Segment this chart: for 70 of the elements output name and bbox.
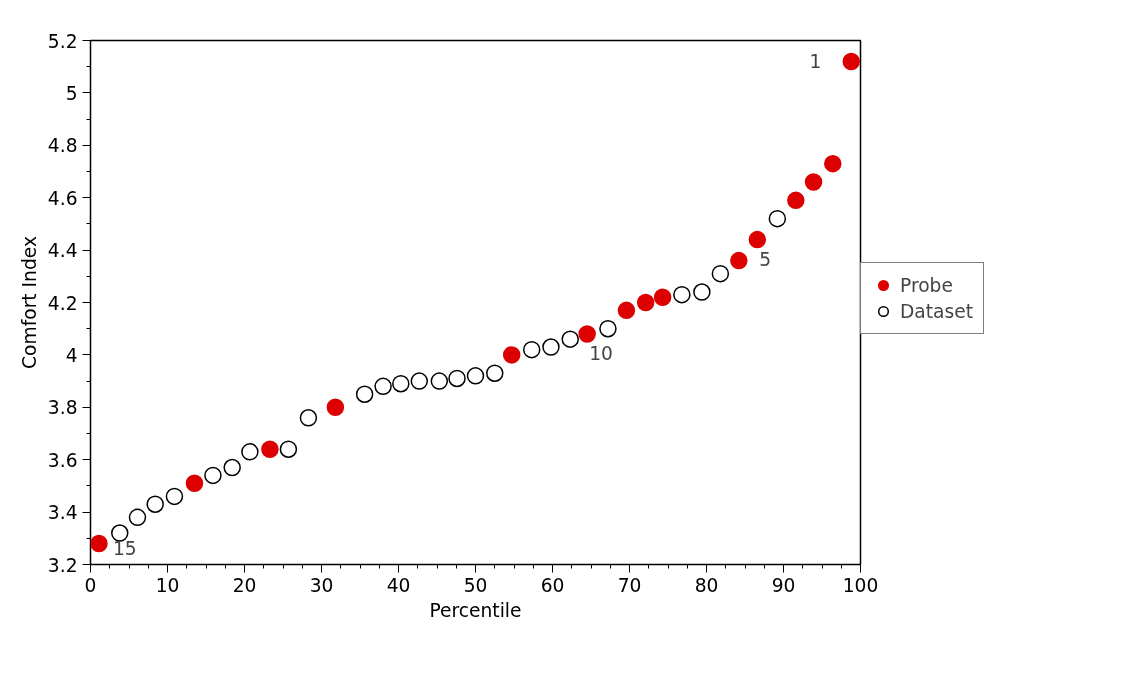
point [502,346,521,364]
point [486,364,504,382]
point [617,301,636,320]
point [223,458,241,477]
x-tick-label: 70 [617,574,642,596]
annotation: 1 [809,51,822,73]
point [542,338,560,356]
point [430,372,449,390]
point [355,385,374,403]
point [128,508,147,527]
point [804,173,823,191]
point [693,283,711,301]
point [748,230,767,249]
x-tick-label: 90 [771,574,796,596]
legend-label: Probe [900,274,953,296]
point [261,440,279,458]
annotation: 15 [112,537,137,559]
point [842,52,861,71]
x-tick-label: 60 [540,574,565,596]
annotation: 10 [589,342,613,364]
x-tick-label: 80 [694,574,719,596]
point [448,369,466,388]
x-tick-label: 10 [155,574,180,596]
point [787,191,805,210]
point [185,474,204,493]
point [578,325,596,343]
point [673,285,691,304]
y-tick-label: 4.6 [47,187,78,209]
point [599,319,617,338]
point [90,534,108,553]
point [279,440,298,458]
point [466,367,485,385]
point [241,443,259,461]
point [299,409,318,427]
x-tick-label: 0 [84,574,97,596]
y-tick-label: 3.6 [47,449,78,471]
y-tick-label: 4.4 [47,240,78,262]
point [653,288,672,306]
x-axis-title: Percentile [429,599,522,621]
point [410,372,429,390]
y-tick-label: 5.2 [47,30,78,52]
x-tick-label: 20 [232,574,257,596]
point [636,293,655,312]
y-tick-label: 3.2 [47,554,78,576]
y-axis-title: Comfort Index [18,236,40,369]
y-tick-label: 4.8 [47,135,78,157]
point [165,487,184,506]
point [146,495,164,513]
x-tick-label: 50 [463,574,488,596]
x-tick-label: 40 [386,574,411,596]
point [824,154,842,173]
y-tick-label: 4 [65,344,78,366]
y-tick-label: 5 [65,82,78,104]
x-tick-label: 30 [309,574,334,596]
y-tick-label: 4.2 [47,292,78,314]
point [204,466,222,485]
point [522,340,541,359]
point [730,251,748,270]
point [711,264,730,283]
legend-label: Dataset [900,300,974,322]
y-tick-label: 3.4 [47,502,78,524]
point [111,524,129,542]
annotation: 5 [759,248,772,270]
point [768,209,787,228]
x-tick-label: 100 [842,574,879,596]
point [326,398,345,417]
point [561,330,579,348]
point [392,374,410,393]
point [374,377,392,396]
y-tick-label: 3.8 [47,397,78,419]
